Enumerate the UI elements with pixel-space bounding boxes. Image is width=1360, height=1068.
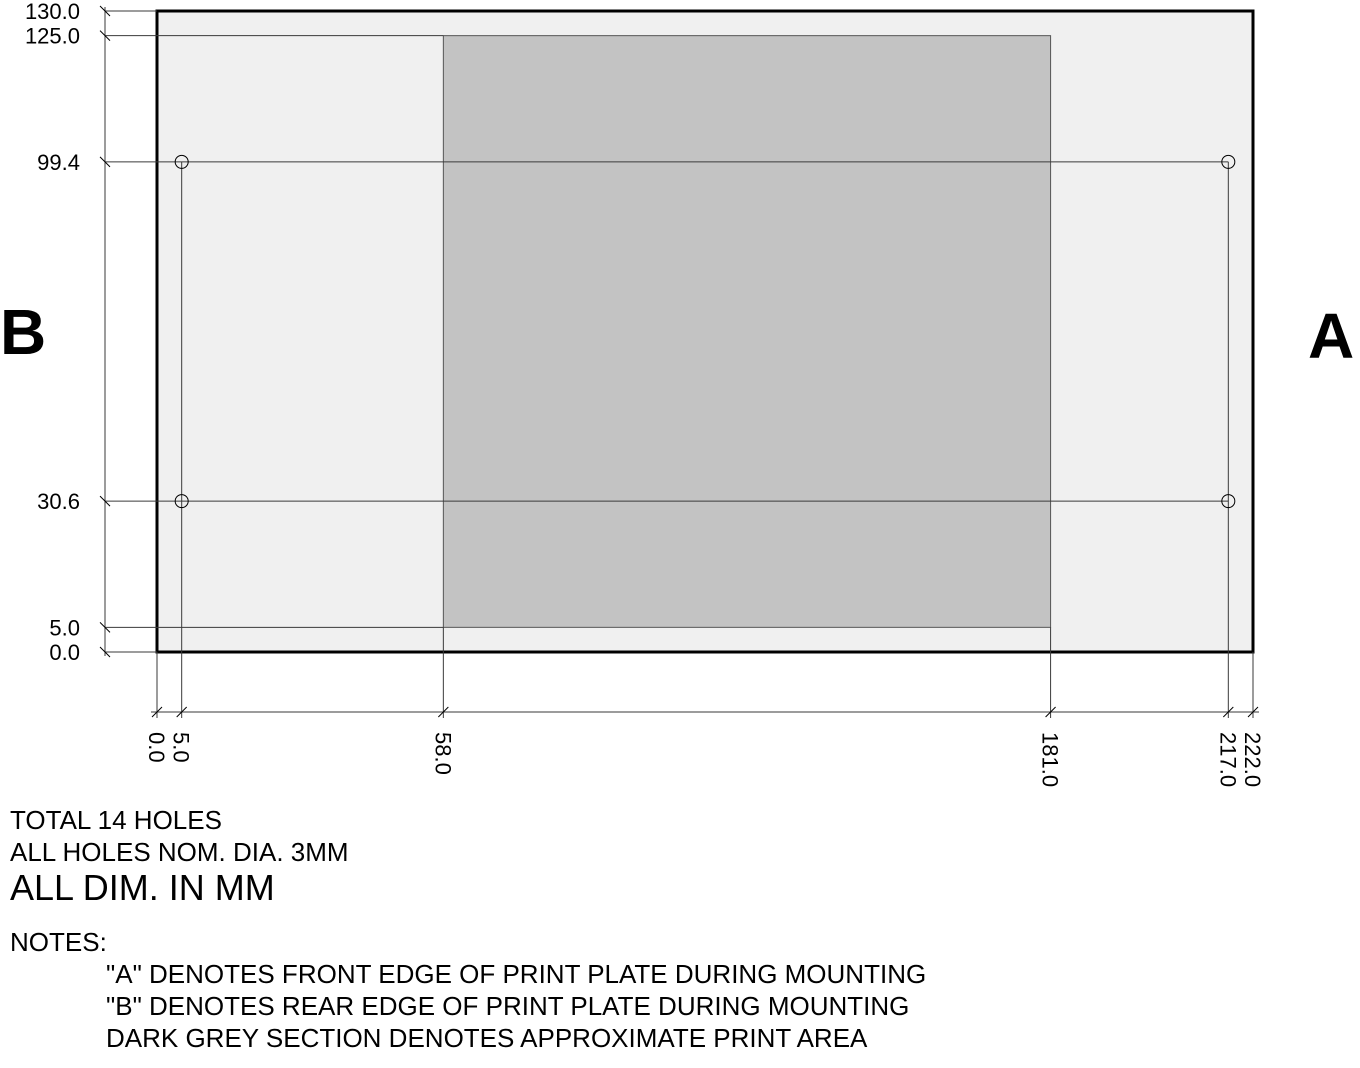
edge-label-rear-b: B: [0, 296, 46, 368]
vertical-dimension-label: 99.4: [37, 150, 80, 175]
horizontal-dimension-label: 222.0: [1240, 732, 1265, 787]
mounting-holes: [174, 154, 1236, 509]
edge-label-front-a: A: [1308, 300, 1354, 372]
horizontal-dimension-label: 5.0: [169, 732, 194, 763]
vertical-dimension-label: 125.0: [25, 24, 80, 49]
vertical-dimension-label: 30.6: [37, 489, 80, 514]
mounting-hole-3: [174, 494, 189, 509]
note-item-front-edge: "A" DENOTES FRONT EDGE OF PRINT PLATE DU…: [106, 959, 927, 989]
horizontal-dimension-label: 181.0: [1038, 732, 1063, 787]
note-item-print-area: DARK GREY SECTION DENOTES APPROXIMATE PR…: [106, 1023, 868, 1053]
vertical-dimension-label: 0.0: [49, 640, 80, 665]
horizontal-dimension-label: 217.0: [1215, 732, 1240, 787]
mounting-hole-4: [1221, 494, 1236, 509]
units-text: ALL DIM. IN MM: [10, 867, 275, 908]
note-item-rear-edge: "B" DENOTES REAR EDGE OF PRINT PLATE DUR…: [106, 991, 910, 1021]
mounting-hole-1: [174, 154, 189, 169]
horizontal-dimension-labels: 0.0 5.0 58.0 181.0 217.0 222.0: [144, 732, 1265, 787]
horizontal-dimension-label: 0.0: [144, 732, 169, 763]
total-holes-text: TOTAL 14 HOLES: [10, 805, 222, 835]
mounting-hole-2: [1221, 154, 1236, 169]
horizontal-dimension-label: 58.0: [430, 732, 455, 775]
notes-block: TOTAL 14 HOLES ALL HOLES NOM. DIA. 3MM A…: [10, 804, 1350, 1054]
vertical-dimension-label: 5.0: [49, 615, 80, 640]
print-area: [442, 35, 1052, 628]
hole-diameter-text: ALL HOLES NOM. DIA. 3MM: [10, 837, 349, 867]
dimension-lines: [99, 5, 1259, 718]
notes-heading: NOTES:: [10, 927, 107, 957]
vertical-dimension-label: 130.0: [25, 0, 80, 24]
